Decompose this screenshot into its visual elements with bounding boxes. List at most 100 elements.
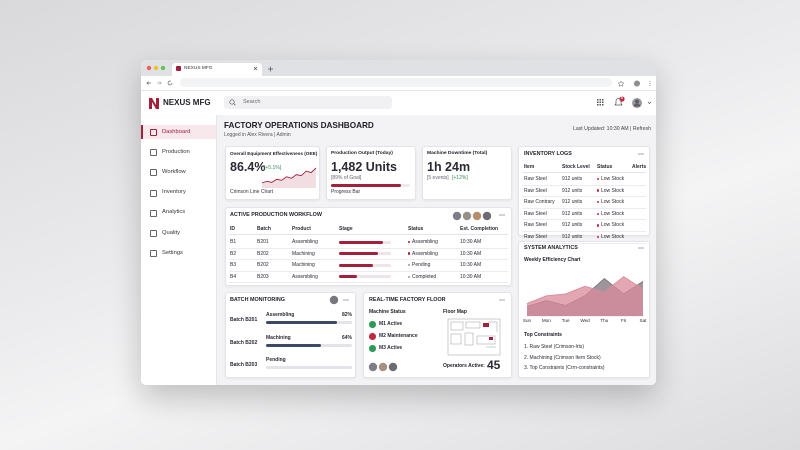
progress-fill [331, 184, 402, 187]
batch-fill [266, 321, 337, 324]
kpi-value: 1,482 Units [331, 160, 398, 174]
column-header: Stock Level [562, 164, 590, 170]
page-title: FACTORY OPERATIONS DASHBOARD [224, 121, 374, 130]
column-header: Status [597, 164, 613, 170]
tab[interactable] [172, 63, 262, 76]
cell: B1 [230, 239, 237, 245]
kpi-title: Machine Downtime (Total) [427, 151, 488, 156]
cell: B201 [257, 239, 269, 245]
cell: Low Stock [601, 187, 625, 194]
row-divider [522, 196, 646, 198]
cell: Low Stock [601, 210, 625, 217]
cell: Low Stock [601, 222, 625, 229]
cell: B2 [230, 250, 237, 257]
nav-item[interactable]: Settings [162, 249, 183, 256]
cell: Raw Steel [524, 176, 547, 182]
column-header: Batch [257, 226, 271, 232]
batch-name: Batch B201 [230, 317, 258, 323]
constraint-item: 2. Machining (Crimson Item Stock) [524, 354, 601, 361]
kpi-events: [5 events] [427, 175, 449, 181]
nav-item[interactable]: Dashboard [162, 128, 191, 135]
operators-label: Operators Active: [443, 363, 485, 369]
machine-icon [369, 345, 376, 352]
cell: 10:30 AM [460, 250, 482, 257]
status-dot [597, 189, 600, 192]
floor-card [363, 292, 512, 378]
cell: Raw Contrary [524, 199, 555, 206]
kpi-caption: Progress Bar [331, 189, 361, 195]
cell: Assembling [412, 250, 438, 257]
status-dot [408, 252, 411, 255]
row-divider [229, 234, 508, 235]
search-placeholder[interactable]: Search [243, 99, 261, 105]
nav-item[interactable]: Quality [162, 229, 181, 236]
row-divider [522, 184, 646, 186]
nav-item[interactable]: Analytics [162, 209, 186, 216]
status-dot [597, 201, 600, 204]
nav-item[interactable]: Production [162, 148, 190, 155]
constraint-item: 3. Top Constraints (Crrn-constraints) [524, 365, 605, 371]
nav-item[interactable]: Workflow [162, 168, 186, 175]
cell: 912 units [562, 199, 583, 206]
status-dot [408, 240, 411, 244]
tab-strip [141, 60, 656, 76]
column-header: Item [524, 164, 535, 170]
batch-stage: Pending [266, 357, 286, 363]
x-tick-label: Sun [522, 318, 532, 323]
kpi-value: 86.4% [230, 160, 266, 174]
kpi-card [422, 146, 512, 200]
status-dot [408, 275, 411, 278]
card-title: BATCH MONITORING [230, 297, 285, 303]
kpi-change: [+5.1%] [264, 165, 282, 171]
row-divider [522, 219, 646, 221]
stage-fill [339, 252, 378, 256]
batch-percent: 82% [341, 312, 352, 318]
machine-status: M3 Active [379, 345, 403, 351]
kpi-caption: Crimson Line Chart [230, 189, 274, 195]
card-title: REAL-TIME FACTORY FLOOR [369, 297, 446, 303]
cell: 912 units [562, 222, 583, 229]
cell: 912 units [562, 234, 583, 240]
row-divider [229, 282, 508, 284]
nav-icon [150, 189, 157, 197]
row-divider [522, 172, 646, 173]
floor-map-label: Floor Map [443, 309, 467, 315]
column-header: ID [230, 226, 235, 232]
active-nav [141, 125, 216, 139]
area-fill [527, 276, 643, 316]
nav-icon [150, 149, 157, 157]
x-tick-label: Tue [561, 318, 570, 323]
cell: B4 [230, 273, 237, 280]
cell: 912 units [562, 187, 583, 194]
row-divider [229, 247, 508, 249]
cell: Machining [292, 250, 315, 257]
cell: Low Stock [601, 199, 625, 206]
sparkline [261, 167, 317, 188]
cell: Raw Steel [524, 222, 547, 229]
batch-stage: Assembling [266, 312, 295, 318]
stage-fill [339, 263, 373, 267]
x-tick-label: Thu [600, 318, 609, 323]
card-title: INVENTORY LOGS [524, 151, 572, 157]
cell: B3 [230, 262, 237, 269]
address-pill[interactable] [180, 78, 612, 87]
card-title: ACTIVE PRODUCTION WORKFLOW [230, 212, 322, 218]
cell: Assembling [412, 239, 438, 245]
nav-icon [150, 230, 157, 237]
cell: B202 [257, 262, 269, 269]
machine-icon [369, 333, 376, 340]
row-divider [229, 259, 508, 261]
nav-icon [150, 169, 157, 177]
kpi-progress-label: [89% of Goal] [331, 175, 362, 181]
notification-count: 3 [620, 96, 623, 101]
cell: 912 units [562, 176, 583, 182]
status-dot [597, 177, 600, 181]
nav-item[interactable]: Inventory [162, 189, 186, 196]
cell: Machining [292, 262, 315, 269]
machine-icon [369, 321, 376, 328]
kpi-title: Overall Equipment Effectiveness (OEE) [230, 151, 318, 156]
cell: Raw Steel [524, 234, 547, 240]
x-tick-label: Mon [541, 318, 551, 323]
